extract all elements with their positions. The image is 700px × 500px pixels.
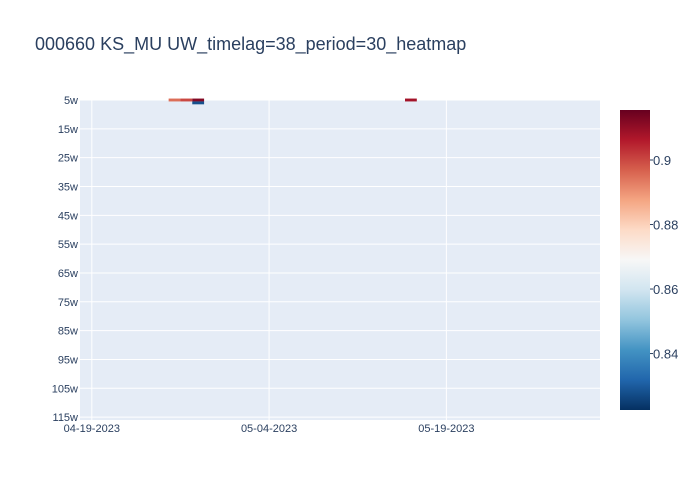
- y-tick-label: 95w: [58, 354, 78, 366]
- chart-title: 000660 KS_MU UW_timelag=38_period=30_hea…: [35, 34, 466, 55]
- heatmap-cell: [180, 98, 193, 102]
- plot-background: [80, 100, 600, 420]
- x-axis: 04-19-2023 05-04-2023 05-19-2023: [64, 423, 475, 435]
- y-tick-label: 25w: [58, 153, 78, 165]
- y-tick-label: 5w: [64, 95, 78, 107]
- x-tick-label: 05-04-2023: [241, 423, 297, 435]
- colorbar-gradient: [620, 110, 650, 410]
- y-tick-label: 105w: [52, 383, 78, 395]
- y-tick-label: 65w: [58, 268, 78, 280]
- y-tick-label: 75w: [58, 297, 78, 309]
- heatmap-cell: [405, 98, 417, 102]
- heatmap-cells: [168, 98, 417, 105]
- y-tick-label: 15w: [58, 124, 78, 136]
- heatmap-cell: [168, 98, 181, 102]
- colorbar-tick-label: 0.9: [653, 153, 671, 168]
- y-tick-label: 115w: [53, 412, 79, 424]
- y-tick-label: 45w: [58, 210, 78, 222]
- colorbar-tick-label: 0.86: [653, 282, 678, 297]
- heatmap-cell: [192, 98, 205, 102]
- y-tick-label: 55w: [58, 239, 78, 251]
- colorbar-tick-label: 0.84: [653, 347, 678, 362]
- x-tick-label: 04-19-2023: [64, 423, 120, 435]
- y-axis: 5w 15w 25w 35w 45w 55w 65w 75w 85w 95w 105w 115w: [52, 95, 78, 424]
- gridlines: [80, 99, 600, 420]
- x-tick-label: 05-19-2023: [418, 423, 474, 435]
- colorbar-tick-label: 0.88: [653, 218, 678, 233]
- y-tick-label: 35w: [58, 181, 78, 193]
- heatmap-cell: [192, 101, 205, 105]
- y-tick-label: 85w: [58, 326, 78, 338]
- colorbar: 0.84 0.86 0.88 0.9: [620, 110, 678, 410]
